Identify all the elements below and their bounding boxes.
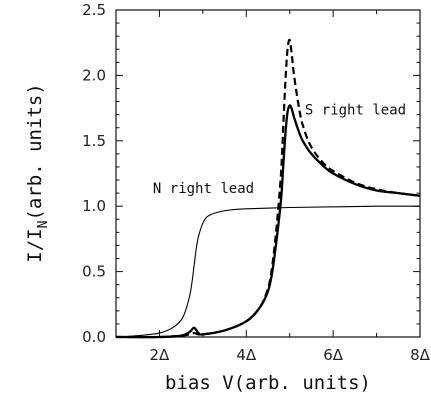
x-tick-label-1: 4Δ [236,346,257,364]
y-tick-label-2: 1.0 [82,197,106,215]
x-tick-label-0: 2Δ [150,346,171,364]
x-axis-title: bias V(arb. units) [165,372,371,394]
annotation-1: S right lead [305,103,406,119]
y-tick-label-4: 2.0 [82,66,106,84]
plot-frame [115,9,421,338]
svg-text:I/IN(arb. units): I/IN(arb. units) [24,83,51,262]
y-tick-label-5: 2.5 [82,1,106,19]
tick-labels: 2Δ 4Δ 6Δ 8Δ 0.0 0.5 1.0 1.5 2.0 2.5 [82,1,430,364]
annotation-0: N right lead [153,181,254,197]
y-tick-label-3: 1.5 [82,132,106,150]
series-line-dashed [115,38,421,339]
y-axis-title-rest: (arb. units) [24,83,46,220]
y-tick-label-0: 0.0 [82,328,106,346]
series-line-thin-solid [115,205,421,338]
annotation-layer: N right lead S right lead [153,103,406,197]
y-axis-title-subscript: N [36,221,51,229]
x-tick-label-2: 6Δ [323,346,344,364]
y-axis-title: I/IN(arb. units) [24,83,51,262]
y-tick-label-1: 0.5 [82,263,106,281]
y-axis-title-main: I/I [24,228,46,262]
series-line-thick-solid [115,104,421,339]
x-tick-label-3: 8Δ [410,346,431,364]
series-layer [115,38,421,339]
